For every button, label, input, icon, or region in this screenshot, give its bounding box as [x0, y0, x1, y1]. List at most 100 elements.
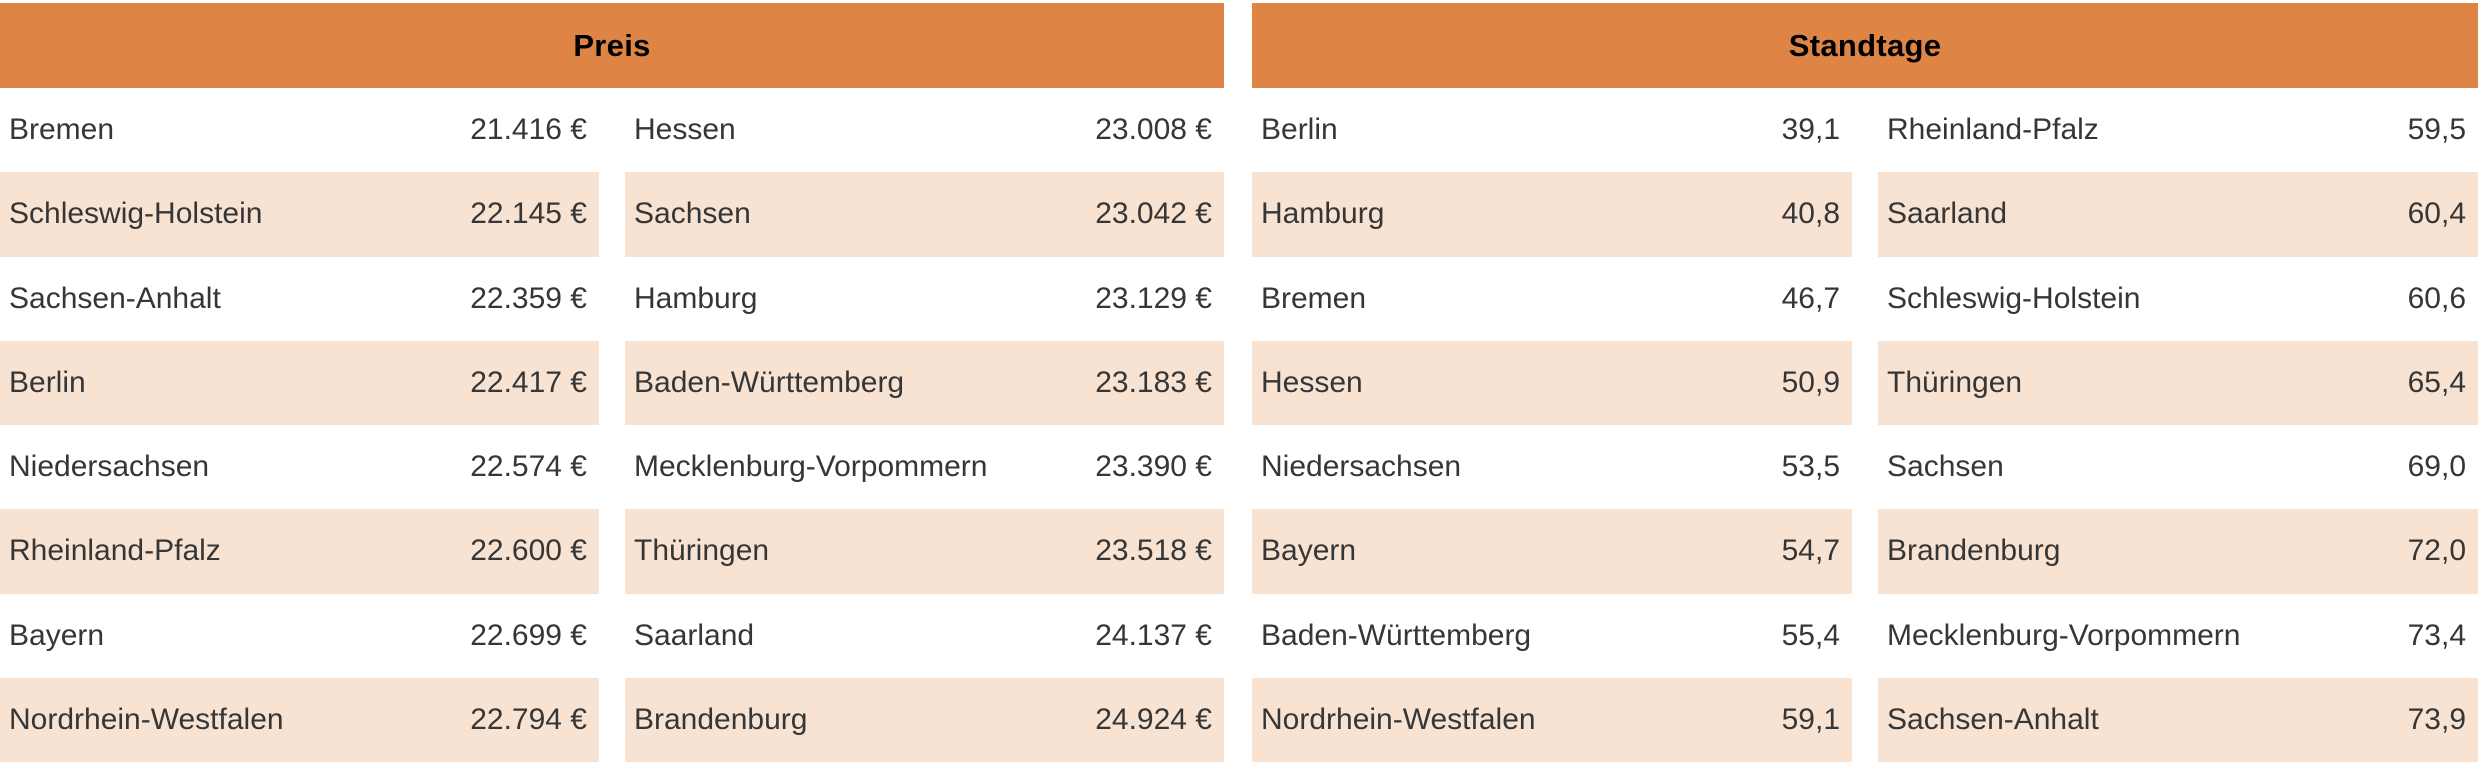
- state-name-label: Berlin: [1261, 113, 1338, 147]
- table-row: Hamburg 23.129 €: [625, 256, 1224, 341]
- table-row: Berlin 39,1: [1252, 88, 1852, 173]
- state-value-label: 39,1: [1781, 113, 1840, 147]
- state-value-label: 24.924 €: [1095, 702, 1212, 736]
- state-name-label: Rheinland-Pfalz: [9, 534, 221, 568]
- state-value-label: 69,0: [2407, 450, 2466, 484]
- state-name-label: Sachsen: [634, 197, 751, 231]
- state-value-label: 22.794 €: [470, 702, 587, 736]
- preis-column-right: Hessen 23.008 € Sachsen 23.042 € Hamburg…: [625, 88, 1224, 762]
- table-row: Baden-Württemberg 23.183 €: [625, 340, 1224, 425]
- table-row: Sachsen-Anhalt 73,9: [1878, 677, 2478, 762]
- table-preis: Preis Bremen 21.416 € Schleswig-Holstein…: [0, 0, 1224, 762]
- state-name-label: Hamburg: [634, 281, 758, 315]
- table-row: Bayern 22.699 €: [0, 593, 599, 678]
- state-name-label: Bayern: [9, 618, 105, 652]
- state-name-label: Thüringen: [634, 534, 770, 568]
- table-row: Rheinland-Pfalz 22.600 €: [0, 509, 599, 594]
- state-name-label: Niedersachsen: [1261, 450, 1462, 484]
- state-value-label: 23.390 €: [1095, 450, 1212, 484]
- table-row: Mecklenburg-Vorpommern 73,4: [1878, 593, 2478, 678]
- table-row: Hessen 23.008 €: [625, 88, 1224, 173]
- table-row: Niedersachsen 53,5: [1252, 425, 1852, 510]
- state-name-label: Hamburg: [1261, 197, 1385, 231]
- preis-column-left: Bremen 21.416 € Schleswig-Holstein 22.14…: [0, 88, 599, 762]
- standtage-column-right: Rheinland-Pfalz 59,5 Saarland 60,4 Schle…: [1878, 88, 2478, 762]
- state-value-label: 22.699 €: [470, 618, 587, 652]
- state-value-label: 46,7: [1781, 281, 1840, 315]
- table-row: Sachsen 23.042 €: [625, 172, 1224, 257]
- table-row: Thüringen 23.518 €: [625, 509, 1224, 594]
- table-row: Bremen 21.416 €: [0, 88, 599, 173]
- table-row: Hamburg 40,8: [1252, 172, 1852, 257]
- state-value-label: 65,4: [2407, 365, 2466, 399]
- state-name-label: Rheinland-Pfalz: [1887, 113, 2099, 147]
- table-row: Bayern 54,7: [1252, 509, 1852, 594]
- state-value-label: 60,4: [2407, 197, 2466, 231]
- standtage-columns: Berlin 39,1 Hamburg 40,8 Bremen 46,7 Hes…: [1252, 88, 2478, 762]
- table-row: Thüringen 65,4: [1878, 340, 2478, 425]
- table-row: Mecklenburg-Vorpommern 23.390 €: [625, 425, 1224, 510]
- table-standtage: Standtage Berlin 39,1 Hamburg 40,8 Breme…: [1252, 0, 2478, 762]
- state-name-label: Saarland: [634, 618, 755, 652]
- preis-columns: Bremen 21.416 € Schleswig-Holstein 22.14…: [0, 88, 1224, 762]
- state-value-label: 22.600 €: [470, 534, 587, 568]
- table-row: Berlin 22.417 €: [0, 340, 599, 425]
- state-name-label: Schleswig-Holstein: [9, 197, 263, 231]
- state-name-label: Hessen: [1261, 365, 1363, 399]
- table-row: Schleswig-Holstein 60,6: [1878, 256, 2478, 341]
- state-name-label: Bayern: [1261, 534, 1357, 568]
- state-name-label: Mecklenburg-Vorpommern: [634, 450, 988, 484]
- state-name-label: Bremen: [9, 113, 115, 147]
- preis-header: Preis: [0, 3, 1224, 88]
- state-name-label: Baden-Württemberg: [634, 365, 905, 399]
- table-row: Schleswig-Holstein 22.145 €: [0, 172, 599, 257]
- state-value-label: 23.008 €: [1095, 113, 1212, 147]
- state-name-label: Brandenburg: [634, 702, 808, 736]
- table-row: Saarland 24.137 €: [625, 593, 1224, 678]
- state-value-label: 23.129 €: [1095, 281, 1212, 315]
- state-name-label: Schleswig-Holstein: [1887, 281, 2141, 315]
- state-name-label: Thüringen: [1887, 365, 2023, 399]
- table-row: Sachsen-Anhalt 22.359 €: [0, 256, 599, 341]
- state-name-label: Sachsen-Anhalt: [1887, 702, 2099, 736]
- table-row: Brandenburg 24.924 €: [625, 677, 1224, 762]
- state-name-label: Mecklenburg-Vorpommern: [1887, 618, 2241, 652]
- state-value-label: 53,5: [1781, 450, 1840, 484]
- standtage-column-left: Berlin 39,1 Hamburg 40,8 Bremen 46,7 Hes…: [1252, 88, 1852, 762]
- state-value-label: 60,6: [2407, 281, 2466, 315]
- state-name-label: Saarland: [1887, 197, 2008, 231]
- state-value-label: 24.137 €: [1095, 618, 1212, 652]
- table-row: Niedersachsen 22.574 €: [0, 425, 599, 510]
- state-name-label: Hessen: [634, 113, 736, 147]
- state-name-label: Berlin: [9, 365, 86, 399]
- table-row: Baden-Württemberg 55,4: [1252, 593, 1852, 678]
- state-value-label: 23.183 €: [1095, 365, 1212, 399]
- state-name-label: Baden-Württemberg: [1261, 618, 1532, 652]
- state-name-label: Nordrhein-Westfalen: [1261, 702, 1536, 736]
- state-value-label: 72,0: [2407, 534, 2466, 568]
- state-value-label: 54,7: [1781, 534, 1840, 568]
- state-value-label: 55,4: [1781, 618, 1840, 652]
- table-row: Bremen 46,7: [1252, 256, 1852, 341]
- table-row: Saarland 60,4: [1878, 172, 2478, 257]
- state-value-label: 23.518 €: [1095, 534, 1212, 568]
- state-value-label: 50,9: [1781, 365, 1840, 399]
- state-name-label: Nordrhein-Westfalen: [9, 702, 284, 736]
- state-value-label: 22.145 €: [470, 197, 587, 231]
- state-name-label: Brandenburg: [1887, 534, 2061, 568]
- state-value-label: 21.416 €: [470, 113, 587, 147]
- state-name-label: Sachsen-Anhalt: [9, 281, 221, 315]
- state-value-label: 73,4: [2407, 618, 2466, 652]
- table-row: Hessen 50,9: [1252, 340, 1852, 425]
- table-row: Nordrhein-Westfalen 59,1: [1252, 677, 1852, 762]
- table-row: Nordrhein-Westfalen 22.794 €: [0, 677, 599, 762]
- state-value-label: 23.042 €: [1095, 197, 1212, 231]
- state-value-label: 40,8: [1781, 197, 1840, 231]
- state-value-label: 59,5: [2407, 113, 2466, 147]
- state-value-label: 73,9: [2407, 702, 2466, 736]
- state-value-label: 22.417 €: [470, 365, 587, 399]
- state-name-label: Bremen: [1261, 281, 1367, 315]
- state-value-label: 22.574 €: [470, 450, 587, 484]
- table-row: Sachsen 69,0: [1878, 425, 2478, 510]
